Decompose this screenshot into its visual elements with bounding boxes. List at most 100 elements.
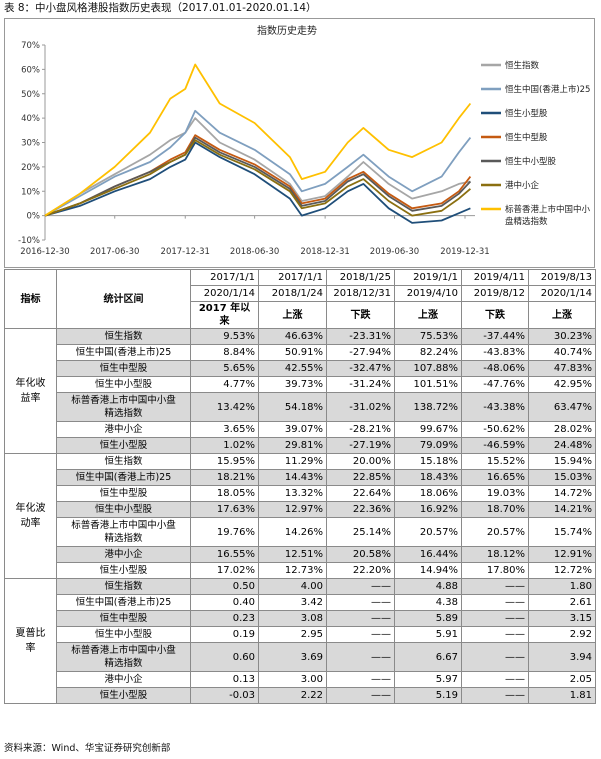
y-tick-label: 60% [21,65,40,75]
index-name: 恒生中小型股 [56,376,191,393]
value-cell: 3.00 [258,671,327,688]
value-cell: 12.97% [258,501,327,518]
value-cell: 16.44% [394,546,462,563]
index-name: 标普香港上市中国中小盘 精选指数 [56,517,191,547]
value-cell: 2.22 [258,687,327,704]
table-caption: 表 8：中小盘风格港股指数历史表现（2017.01.01-2020.01.14） [4,2,317,14]
table-row: 恒生小型股 1.02% 29.81% -27.19% 79.09% -46.59% 24.4… [5,437,596,454]
header-end-6: 2020/1/14 [528,285,596,302]
y-tick-label: 30% [21,139,40,149]
y-tick-label: 0% [27,212,41,222]
table-row: 恒生中国(香港上市)25 8.84% 50.91% -27.94% 82.24% -43.… [5,344,596,361]
value-cell: -32.47% [326,360,395,377]
group-label-1: 年化收 益率 [4,328,57,454]
value-cell: —— [326,671,395,688]
value-cell: -31.02% [326,392,395,422]
value-cell: —— [461,671,529,688]
value-cell: 19.03% [461,485,529,502]
line-chart: 指数历史走势 -10% 0% 10% 20% 30% 40% 50% 60% 70% 2016-12… [18,24,590,257]
value-cell: 2.05 [528,671,596,688]
table-row: 标普香港上市中国中小盘 精选指数 19.76% 14.26% 25.14% 20.57% 2… [5,517,596,547]
y-tick-label: 40% [21,114,40,124]
value-cell: 17.80% [461,562,529,579]
value-cell: -27.19% [326,437,395,454]
x-tick-label: 2017-06-30 [90,247,139,257]
value-cell: —— [461,610,529,627]
header-trend-4: 上涨 [394,301,462,329]
legend-label-2: 恒生中国(香港上市)25 [505,84,590,95]
index-name: 恒生中小型股 [56,501,191,518]
header-start-1: 2017/1/1 [190,269,259,286]
value-cell: —— [326,610,395,627]
value-cell: 2.92 [528,626,596,643]
value-cell: 50.91% [258,344,327,361]
index-name: 恒生指数 [56,328,191,345]
value-cell: 39.73% [258,376,327,393]
header-start-6: 2019/8/13 [528,269,596,286]
value-cell: 13.32% [258,485,327,502]
value-cell: 3.65% [190,421,259,438]
table-row: 恒生中小型股 4.77% 39.73% -31.24% 101.51% -47.76% 42… [5,376,596,393]
value-cell: 4.00 [258,578,327,595]
value-cell: 47.83% [528,360,596,377]
legend-label-7-cont: 盘精选指数 [505,216,548,227]
value-cell: 18.05% [190,485,259,502]
value-cell: —— [461,642,529,672]
value-cell: 25.14% [326,517,395,547]
value-cell: 6.67 [394,642,462,672]
index-name: 标普香港上市中国中小盘 精选指数 [56,642,191,672]
value-cell: 1.81 [528,687,596,704]
value-cell: 19.76% [190,517,259,547]
value-cell: 18.43% [394,469,462,486]
value-cell: —— [461,578,529,595]
header-range: 统计区间 [56,269,191,329]
value-cell: 0.60 [190,642,259,672]
index-name: 港中小企 [56,671,191,688]
table-row: 恒生中国(香港上市)25 18.21% 14.43% 22.85% 18.43% 16.6… [5,469,596,486]
value-cell: 24.48% [528,437,596,454]
index-name: 恒生中型股 [56,485,191,502]
value-cell: 17.02% [190,562,259,579]
value-cell: 4.38 [394,594,462,611]
value-cell: 5.97 [394,671,462,688]
value-cell: 28.02% [528,421,596,438]
table-row: 年化波 动率 恒生指数 15.95% 11.29% 20.00% 15.18% 15.52% 1… [4,453,596,579]
table-row: 恒生小型股 17.02% 12.73% 22.20% 14.94% 17.80% 12.72… [5,562,596,579]
legend-label-6: 港中小企 [505,180,540,191]
value-cell: -50.62% [461,421,529,438]
table-row: 年化收 益率 恒生指数 9.53% 46.63% -23.31% 75.53% -37.44%… [4,328,596,454]
series-line-3 [44,141,471,224]
index-name: 港中小企 [56,546,191,563]
value-cell: -28.21% [326,421,395,438]
value-cell: 16.92% [394,501,462,518]
value-cell: -27.94% [326,344,395,361]
value-cell: —— [326,594,395,611]
x-tick-label: 2018-12-31 [300,247,349,257]
value-cell: —— [461,687,529,704]
value-cell: —— [326,642,395,672]
value-cell: 2.95 [258,626,327,643]
header-start-2: 2017/1/1 [258,269,327,286]
header-end-3: 2018/12/31 [326,285,395,302]
value-cell: 16.65% [461,469,529,486]
value-cell: 9.53% [190,328,259,345]
table-row: 恒生中国(香港上市)25 0.40 3.42 —— 4.38 —— 2.61 [5,594,596,611]
value-cell: 3.42 [258,594,327,611]
table-row: 港中小企 16.55% 12.51% 20.58% 16.44% 18.12% 12.91% [5,546,596,563]
chart-title: 指数历史走势 [257,24,317,37]
header-trend-6: 上涨 [528,301,596,329]
value-cell: 75.53% [394,328,462,345]
index-name: 标普香港上市中国中小盘 精选指数 [56,392,191,422]
index-name: 恒生小型股 [56,562,191,579]
value-cell: 16.55% [190,546,259,563]
value-cell: 46.63% [258,328,327,345]
table-row: 恒生中小型股 0.19 2.95 —— 5.91 —— 2.92 [5,626,596,643]
y-tick-label: 10% [21,187,40,197]
value-cell: 8.84% [190,344,259,361]
index-name: 恒生中小型股 [56,626,191,643]
value-cell: 29.81% [258,437,327,454]
source-note: 资料来源：Wind、华宝证券研究创新部 [4,743,171,754]
y-tick-label: 50% [21,90,40,100]
value-cell: 15.74% [528,517,596,547]
x-tick-label: 2019-12-31 [440,247,489,257]
